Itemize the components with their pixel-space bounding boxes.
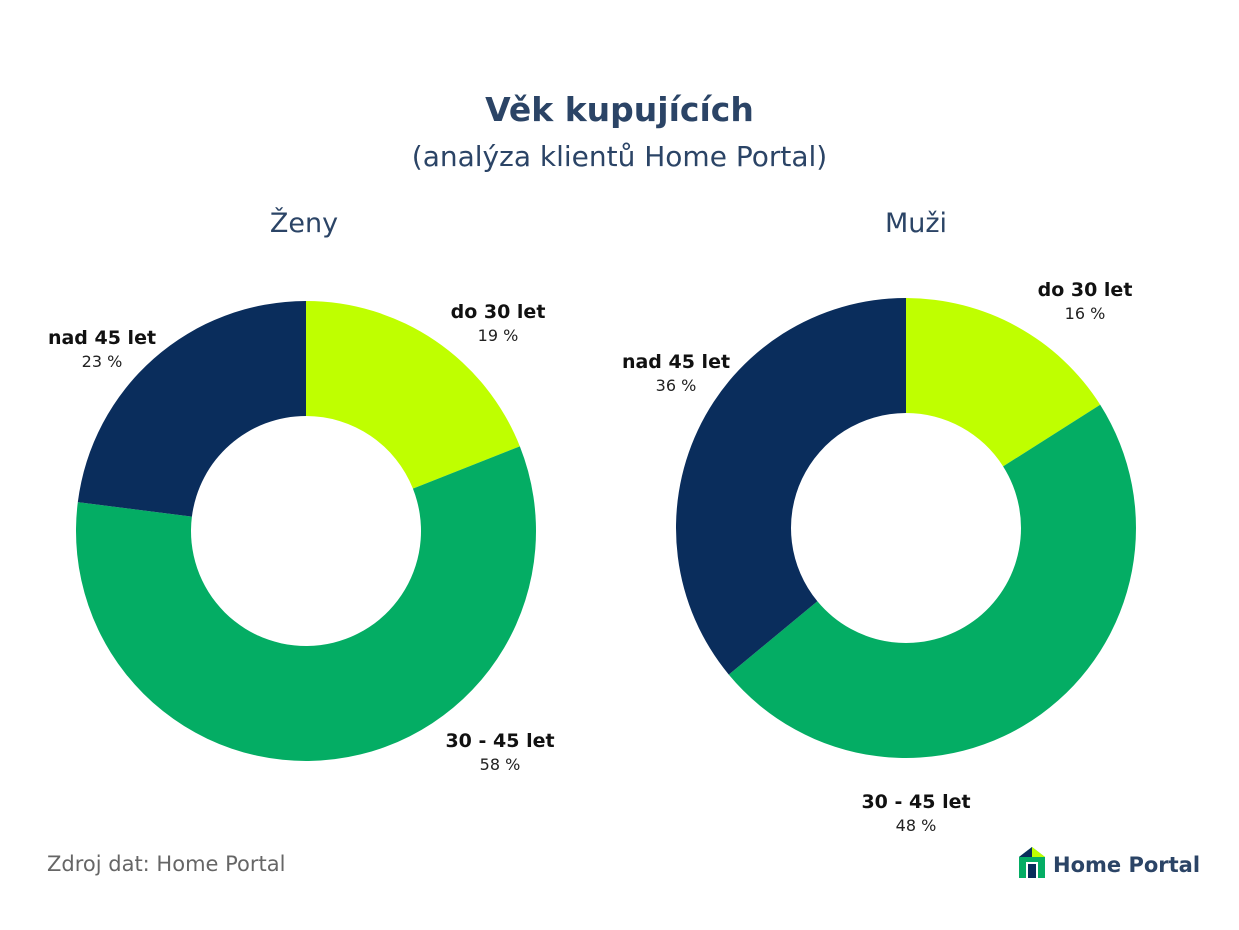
label-men-30-45: 30 - 45 let 48 % xyxy=(836,790,996,838)
donut-slice-men-30-45 xyxy=(728,404,1136,758)
label-men-nad45: nad 45 let 36 % xyxy=(596,350,756,398)
label-value: 16 % xyxy=(1064,304,1106,323)
chart-main-title: Věk kupujících xyxy=(485,90,754,129)
donut-slice-men-do30 xyxy=(906,298,1101,467)
label-name: nad 45 let xyxy=(47,327,157,349)
brand-name: Home Portal xyxy=(1053,853,1201,877)
label-value: 58 % xyxy=(479,755,521,774)
label-name: 30 - 45 let xyxy=(861,791,971,813)
label-women-30-45: 30 - 45 let 58 % xyxy=(420,729,580,777)
chart-title-women: Ženy xyxy=(269,208,339,239)
brand-logo: Home Portal xyxy=(1017,847,1200,883)
label-value: 48 % xyxy=(895,816,937,835)
chart-subtitle: (analýza klientů Home Portal) xyxy=(411,140,828,173)
label-value: 23 % xyxy=(81,352,123,371)
label-value: 19 % xyxy=(477,326,519,345)
donut-slice-women-do30 xyxy=(306,301,520,489)
label-men-do30: do 30 let 16 % xyxy=(1005,278,1165,326)
donut-slice-women-nad45 xyxy=(77,301,306,517)
label-name: do 30 let xyxy=(450,301,546,323)
house-logo-icon xyxy=(1017,846,1047,884)
label-name: do 30 let xyxy=(1037,279,1133,301)
label-name: 30 - 45 let xyxy=(445,730,555,752)
label-value: 36 % xyxy=(655,376,697,395)
data-source-note: Zdroj dat: Home Portal xyxy=(47,852,286,876)
label-name: nad 45 let xyxy=(621,351,731,373)
donut-slice-men-nad45 xyxy=(676,298,906,675)
donut-slice-women-30-45 xyxy=(76,446,536,762)
label-women-nad45: nad 45 let 23 % xyxy=(22,326,182,374)
label-women-do30: do 30 let 19 % xyxy=(418,300,578,348)
chart-title-men: Muži xyxy=(884,208,948,239)
